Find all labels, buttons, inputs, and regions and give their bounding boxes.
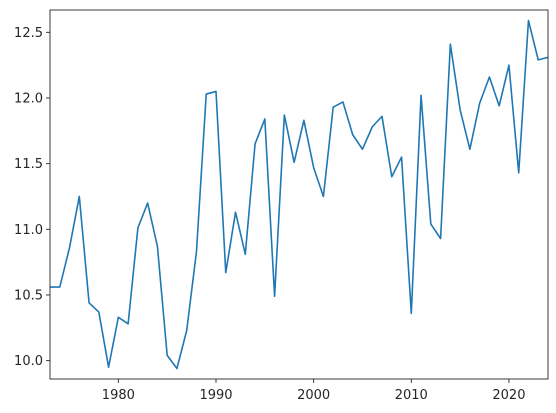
y-axis: 10.0 10.5 11.0 11.5 12.0 12.5	[14, 26, 50, 369]
x-tick-label: 2000	[297, 388, 330, 403]
x-axis: 1980 1990 2000 2010 2020	[102, 379, 525, 403]
y-tick-label: 10.5	[14, 288, 43, 303]
x-tick-label: 1990	[199, 388, 232, 403]
y-tick-label: 12.5	[14, 26, 43, 41]
y-tick-label: 11.0	[14, 223, 43, 238]
plot-area	[50, 19, 548, 370]
x-tick-label: 2010	[395, 388, 428, 403]
x-tick-label: 2020	[492, 388, 525, 403]
series-line-0	[50, 19, 548, 370]
y-tick-label: 12.0	[14, 91, 43, 106]
y-tick-label: 11.5	[14, 157, 43, 172]
x-tick-label: 1980	[102, 388, 135, 403]
y-tick-label: 10.0	[14, 354, 43, 369]
axes-frame	[49, 9, 549, 380]
